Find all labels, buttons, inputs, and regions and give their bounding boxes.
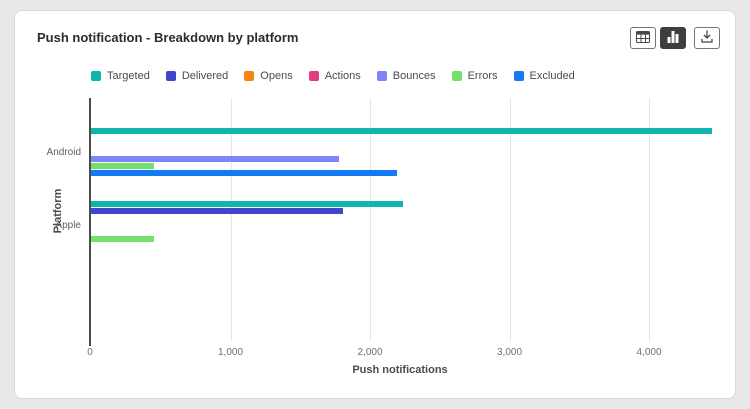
- category-label-android: Android: [46, 146, 81, 158]
- category-label-apple: Apple: [55, 219, 81, 231]
- legend-item-excluded[interactable]: Excluded: [513, 70, 575, 82]
- legend-item-targeted[interactable]: Targeted: [91, 70, 150, 82]
- legend-label: Excluded: [529, 70, 575, 82]
- x-tick-label: 4,000: [636, 347, 662, 358]
- legend-item-errors[interactable]: Errors: [451, 70, 498, 82]
- legend-swatch: [451, 71, 462, 81]
- legend-swatch: [308, 71, 319, 81]
- legend-swatch: [376, 71, 387, 81]
- bar-errors-android[interactable]: [91, 163, 154, 169]
- legend-label: Errors: [467, 70, 498, 82]
- bar-targeted-android[interactable]: [91, 128, 712, 134]
- chart-legend: Targeted Delivered Opens Actions Bounces Erro…: [91, 70, 575, 82]
- legend-item-opens[interactable]: Opens: [244, 70, 293, 82]
- x-tick-label: 0: [87, 347, 93, 358]
- y-axis-line: [89, 98, 91, 341]
- x-axis-title: Push notifications: [352, 364, 448, 376]
- gridline: [370, 98, 371, 341]
- plot-area: Platform Push notifications 0 1,000 2,000 3…: [47, 98, 729, 376]
- legend-label: Opens: [260, 70, 293, 82]
- chart-view-button[interactable]: [660, 27, 686, 49]
- y-axis-title: Platform: [52, 188, 64, 234]
- gridline: [230, 98, 232, 341]
- legend-label: Delivered: [181, 70, 229, 82]
- download-button[interactable]: [694, 27, 720, 49]
- legend-swatch: [91, 71, 101, 81]
- x-tick-label: 2,000: [357, 347, 383, 358]
- legend-label: Targeted: [107, 70, 150, 82]
- legend-swatch: [165, 71, 176, 81]
- x-axis-zero-tick: [89, 341, 91, 346]
- view-toolbar: [630, 27, 720, 49]
- legend-label: Actions: [324, 70, 361, 82]
- legend-swatch: [244, 71, 255, 81]
- legend-swatch: [513, 71, 524, 81]
- x-tick-label: 3,000: [496, 347, 523, 358]
- legend-item-bounces[interactable]: Bounces: [376, 70, 436, 82]
- legend-item-delivered[interactable]: Delivered: [165, 70, 229, 82]
- page-title: Push notification - Breakdown by platfor…: [37, 30, 299, 45]
- gridline: [509, 98, 511, 341]
- legend-item-actions[interactable]: Actions: [308, 70, 361, 82]
- bar-delivered-apple[interactable]: [91, 208, 344, 214]
- bar-errors-apple[interactable]: [91, 236, 154, 242]
- bar-excluded-android[interactable]: [91, 170, 397, 176]
- card-header: Push notification - Breakdown by platfor…: [15, 11, 735, 49]
- legend-label: Bounces: [392, 70, 436, 82]
- bar-bounces-android[interactable]: [91, 156, 340, 162]
- bar-chart-icon: [667, 30, 679, 46]
- x-tick-label: 1,000: [217, 347, 244, 358]
- download-icon: [701, 30, 713, 46]
- table-icon: [636, 30, 650, 46]
- table-view-button[interactable]: [630, 27, 656, 49]
- report-card: Push notification - Breakdown by platfor…: [14, 10, 736, 399]
- gridline: [649, 98, 650, 341]
- bar-targeted-apple[interactable]: [91, 201, 404, 207]
